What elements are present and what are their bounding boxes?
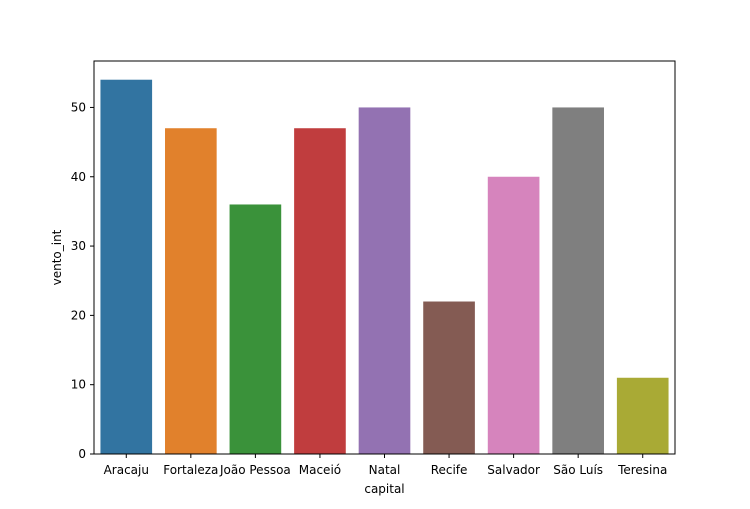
x-tick-label: Natal: [369, 463, 401, 477]
y-tick-label: 50: [71, 100, 86, 114]
y-axis-ticks: 0 10 20 30 40 50: [71, 100, 94, 461]
y-tick-label: 40: [71, 170, 86, 184]
bar-1: [165, 128, 217, 455]
bar-0: [100, 79, 153, 454]
bars-group: [100, 79, 669, 455]
bar-8: [616, 377, 669, 454]
bar-7: [552, 107, 604, 455]
x-tick-label: Recife: [431, 463, 468, 477]
y-tick-label: 30: [71, 239, 86, 253]
y-tick-label: 10: [71, 378, 86, 392]
y-axis-label: vento_int: [50, 229, 64, 285]
x-tick-label: Fortaleza: [163, 463, 218, 477]
x-axis-label: capital: [364, 482, 404, 496]
bar-3: [294, 128, 346, 455]
x-tick-label: Teresina: [617, 463, 667, 477]
x-tick-label: São Luís: [553, 463, 603, 477]
plot-frame: [93, 60, 676, 455]
x-tick-label: Maceió: [299, 463, 341, 477]
x-tick-label: João Pessoa: [219, 463, 291, 477]
x-tick-label: Salvador: [487, 463, 540, 477]
y-tick-label: 0: [78, 447, 86, 461]
y-tick-label: 20: [71, 308, 86, 322]
x-axis-ticks: Aracaju Fortaleza João Pessoa Maceió Natal Re…: [104, 454, 667, 477]
bar-4: [358, 107, 411, 455]
x-tick-label: Aracaju: [104, 463, 149, 477]
bar-2: [229, 204, 282, 454]
bar-5: [423, 301, 475, 454]
bar-6: [487, 176, 540, 454]
